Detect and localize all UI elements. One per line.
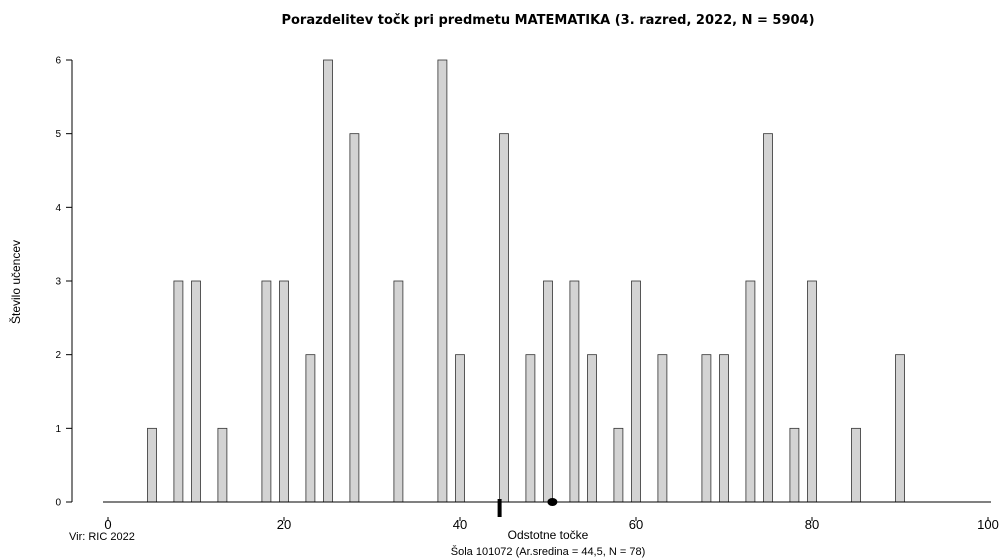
bar <box>631 280 641 503</box>
y-axis-ticks: 0 1 2 3 4 5 6 <box>55 56 73 509</box>
bar <box>789 427 800 503</box>
bar <box>763 133 773 503</box>
bar <box>851 427 861 503</box>
bar <box>807 280 817 503</box>
bar <box>613 427 624 503</box>
x-tick-label: 0 <box>104 517 111 532</box>
bar <box>525 354 536 503</box>
bar <box>745 280 756 503</box>
bar <box>719 354 729 503</box>
bar <box>455 354 465 503</box>
bar <box>279 280 289 503</box>
y-tick-label: 0 <box>55 498 61 509</box>
bar <box>173 280 184 503</box>
bar <box>305 354 316 503</box>
y-tick-label: 4 <box>55 203 61 214</box>
bar <box>261 280 272 503</box>
bar <box>349 133 360 503</box>
bar <box>499 133 509 503</box>
bar <box>543 280 553 503</box>
bar <box>323 59 333 503</box>
y-tick-label: 2 <box>55 350 61 361</box>
x-tick-label: 60 <box>629 517 643 532</box>
y-axis-label: Število učencev <box>8 240 23 324</box>
bar <box>393 280 404 503</box>
chart-title: Porazdelitev točk pri predmetu MATEMATIK… <box>281 13 814 28</box>
source-label: Vir: RIC 2022 <box>69 531 135 543</box>
y-tick-label: 3 <box>55 277 61 288</box>
x-tick-label: 20 <box>277 517 291 532</box>
bar <box>437 59 448 503</box>
bar <box>701 354 712 503</box>
school-label: Šola 101072 (Ar.sredina = 44,5, N = 78) <box>451 545 645 558</box>
x-axis-label: Odstotne točke <box>508 528 589 542</box>
x-tick-label: 40 <box>453 517 467 532</box>
bar <box>569 280 580 503</box>
y-tick-label: 6 <box>55 56 61 67</box>
x-tick-label: 80 <box>805 517 819 532</box>
y-tick-label: 5 <box>55 129 61 140</box>
bar <box>217 427 228 503</box>
x-tick-label: 100 <box>977 517 999 532</box>
bar <box>657 354 668 503</box>
bar-series <box>147 59 905 503</box>
bar <box>191 280 201 503</box>
overall-mean-marker <box>547 498 558 506</box>
y-tick-label: 1 <box>55 424 61 435</box>
x-axis-ticks: 0 20 40 60 80 100 <box>104 517 999 532</box>
bar <box>147 427 157 503</box>
bar <box>587 354 597 503</box>
bar <box>895 354 905 503</box>
